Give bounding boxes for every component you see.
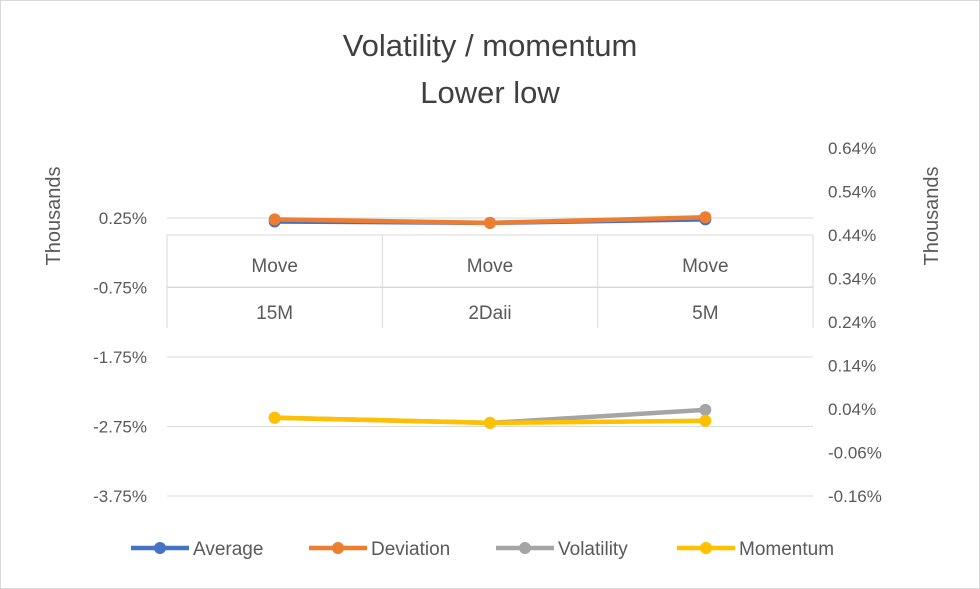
data-point-momentum	[268, 411, 281, 424]
y-right-tick-label: 0.44%	[828, 226, 876, 245]
y-left-tick-label: 0.25%	[99, 209, 147, 228]
chart-title-line-1: Volatility / momentum	[343, 28, 638, 63]
data-point-deviation	[699, 211, 712, 224]
legend-label: Deviation	[371, 539, 450, 560]
legend-label: Momentum	[739, 539, 834, 560]
legend-marker	[332, 542, 344, 554]
legend-label: Volatility	[558, 539, 628, 560]
category-label-bottom: 2Daii	[468, 303, 511, 324]
y-left-tick-label: -2.75%	[93, 418, 147, 437]
data-point-momentum	[699, 414, 712, 427]
y-right-tick-label: 0.14%	[828, 357, 876, 376]
y-left-tick-label: -0.75%	[93, 279, 147, 298]
category-label-bottom: 15M	[256, 303, 293, 324]
legend-marker	[154, 542, 166, 554]
y-right-tick-label: 0.04%	[828, 400, 876, 419]
legend-item-momentum: Momentum	[677, 539, 834, 560]
category-label-top: Move	[682, 256, 728, 277]
data-point-volatility	[699, 403, 712, 416]
data-point-momentum	[484, 416, 496, 429]
category-label-top: Move	[251, 256, 297, 277]
y-right-tick-label: -0.06%	[828, 444, 882, 463]
y-right-axis-title: Thousands	[921, 167, 943, 266]
y-right-tick-label: 0.64%	[828, 139, 876, 158]
y-left-tick-label: -3.75%	[93, 487, 147, 506]
legend-item-deviation: Deviation	[309, 539, 450, 560]
legend-marker	[519, 542, 531, 554]
y-left-axis-title: Thousands	[43, 167, 65, 266]
legend-item-volatility: Volatility	[496, 539, 628, 560]
y-right-tick-label: 0.54%	[828, 183, 876, 202]
legend-marker	[700, 542, 712, 554]
y-left-tick-label: -1.75%	[93, 348, 147, 367]
legend-item-average: Average	[131, 539, 263, 560]
y-right-tick-label: -0.16%	[828, 487, 882, 506]
data-point-deviation	[268, 213, 281, 226]
category-label-top: Move	[467, 256, 513, 277]
data-point-deviation	[484, 216, 496, 229]
legend-label: Average	[193, 539, 263, 560]
y-right-tick-label: 0.34%	[828, 270, 876, 289]
y-right-tick-label: 0.24%	[828, 313, 876, 332]
chart-title-line-2: Lower low	[420, 75, 560, 110]
category-label-bottom: 5M	[692, 303, 718, 324]
